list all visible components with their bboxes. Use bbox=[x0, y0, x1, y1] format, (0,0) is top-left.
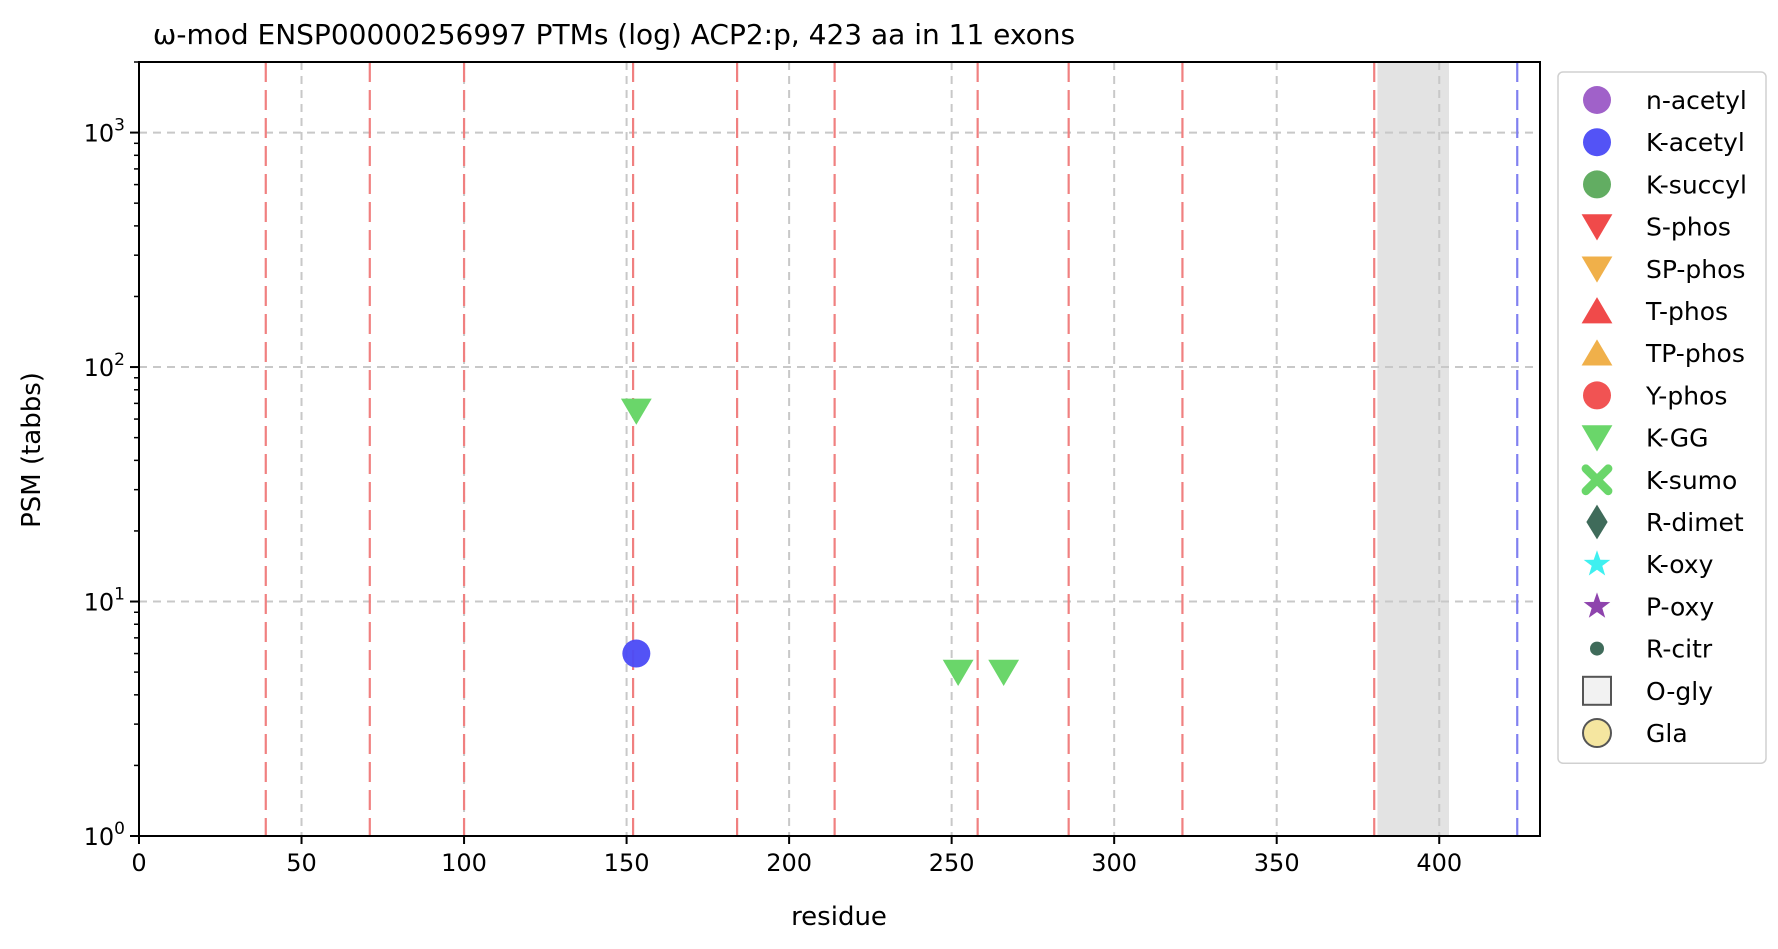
plot-background bbox=[139, 62, 1540, 836]
y-axis-label: PSM (tabbs) bbox=[17, 372, 47, 528]
legend-item: T-phos bbox=[1581, 297, 1728, 326]
chart-title: ω-mod ENSP00000256997 PTMs (log) ACP2:p,… bbox=[153, 18, 1075, 51]
legend-label: K-GG bbox=[1646, 424, 1708, 453]
legend-label: TP-phos bbox=[1645, 339, 1745, 368]
legend-marker bbox=[1590, 641, 1604, 656]
legend-label: S-phos bbox=[1646, 213, 1731, 242]
legend-item: K-succyl bbox=[1583, 170, 1747, 199]
legend-marker bbox=[1586, 504, 1608, 540]
legend-item: S-phos bbox=[1581, 213, 1731, 242]
legend-label: SP-phos bbox=[1646, 255, 1745, 284]
legend-label: n-acetyl bbox=[1646, 86, 1747, 115]
legend-item: R-citr bbox=[1590, 635, 1713, 664]
data-point-k-acetyl bbox=[622, 639, 651, 668]
legend: n-acetyl K-acetyl K-succyl S-phos SP-phos T-p… bbox=[1557, 71, 1767, 764]
axes-layer: 0 50 100 150 200 250 300 350 400 100 101 102 103 bbox=[84, 61, 1541, 877]
legend-label: P-oxy bbox=[1646, 592, 1714, 621]
legend-label: K-oxy bbox=[1646, 550, 1714, 579]
legend-marker bbox=[1581, 214, 1613, 241]
shaded-region bbox=[1377, 62, 1449, 836]
shaded-region-layer bbox=[1377, 62, 1449, 836]
legend-marker bbox=[1581, 297, 1613, 324]
legend-label: Y-phos bbox=[1645, 381, 1727, 410]
legend-item: O-gly bbox=[1582, 675, 1713, 706]
x-tick-label: 300 bbox=[1091, 849, 1137, 877]
legend-label: T-phos bbox=[1645, 297, 1728, 326]
legend-label: O-gly bbox=[1646, 677, 1713, 706]
y-tick-label: 101 bbox=[84, 585, 125, 617]
legend-marker bbox=[1581, 425, 1613, 452]
legend-item: SP-phos bbox=[1581, 255, 1745, 284]
grid-layer bbox=[139, 62, 1540, 836]
legend-marker bbox=[1581, 464, 1613, 496]
legend-item: K-oxy bbox=[1583, 550, 1714, 579]
legend-label: K-acetyl bbox=[1646, 128, 1745, 157]
data-point-k-gg bbox=[942, 659, 974, 686]
legend-item: R-dimet bbox=[1586, 504, 1744, 540]
x-tick-label: 0 bbox=[131, 849, 146, 877]
data-points-layer bbox=[620, 398, 1020, 686]
legend-marker bbox=[1583, 381, 1611, 410]
y-tick-label: 100 bbox=[84, 819, 125, 851]
plot-frame bbox=[138, 61, 1541, 837]
data-point-k-gg bbox=[620, 398, 652, 425]
legend-marker bbox=[1583, 170, 1611, 199]
legend-item: Gla bbox=[1582, 718, 1688, 748]
legend-marker bbox=[1583, 550, 1611, 576]
legend-marker bbox=[1582, 675, 1612, 706]
legend-marker bbox=[1581, 256, 1613, 283]
data-point-k-gg bbox=[988, 659, 1020, 686]
legend-item: TP-phos bbox=[1581, 339, 1745, 368]
legend-label: K-succyl bbox=[1646, 170, 1747, 199]
legend-label: R-citr bbox=[1646, 635, 1713, 664]
legend-label: R-dimet bbox=[1646, 508, 1744, 537]
x-tick-label: 150 bbox=[604, 849, 650, 877]
legend-box bbox=[1557, 71, 1767, 764]
legend-item: Y-phos bbox=[1583, 381, 1727, 410]
x-tick-label: 100 bbox=[441, 849, 487, 877]
legend-marker bbox=[1581, 339, 1613, 366]
x-tick-label: 350 bbox=[1254, 849, 1300, 877]
legend-marker bbox=[1583, 592, 1611, 618]
legend-marker bbox=[1583, 86, 1611, 114]
legend-item: K-GG bbox=[1581, 424, 1708, 453]
y-tick-label: 102 bbox=[84, 350, 125, 382]
x-tick-label: 250 bbox=[929, 849, 975, 877]
legend-item: K-sumo bbox=[1581, 464, 1737, 496]
exon-boundary-layer bbox=[264, 62, 1519, 836]
x-tick-label: 50 bbox=[286, 849, 317, 877]
legend-label: Gla bbox=[1646, 719, 1688, 748]
legend-label: K-sumo bbox=[1646, 466, 1737, 495]
x-tick-label: 200 bbox=[766, 849, 812, 877]
x-axis-label: residue bbox=[791, 902, 887, 932]
legend-item: P-oxy bbox=[1583, 592, 1714, 621]
x-tick-label: 400 bbox=[1416, 849, 1462, 877]
legend-marker bbox=[1582, 718, 1612, 748]
legend-item: K-acetyl bbox=[1583, 128, 1745, 157]
y-tick-label: 103 bbox=[84, 116, 125, 148]
legend-item: n-acetyl bbox=[1583, 86, 1747, 115]
legend-marker bbox=[1583, 128, 1611, 157]
plot-area bbox=[139, 62, 1540, 836]
